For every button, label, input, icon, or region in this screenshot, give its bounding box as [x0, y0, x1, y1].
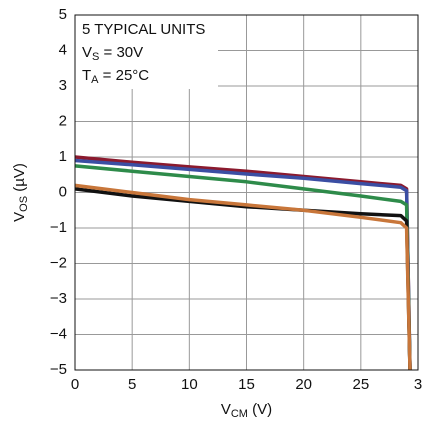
x-tick-label: 15 — [238, 376, 255, 393]
annotation-part: S — [92, 51, 99, 63]
y-tick-label: 2 — [59, 112, 67, 129]
y-tick-label: −2 — [50, 254, 67, 271]
x-axis-label: VCM (V) — [221, 401, 272, 420]
plot-frame — [74, 14, 419, 371]
series-line — [74, 164, 412, 371]
x-axis-label-part: V — [221, 401, 231, 418]
y-tick-label: 3 — [59, 77, 67, 94]
plot — [74, 155, 412, 371]
annotation-part: = 30V — [99, 44, 143, 61]
series-line — [74, 158, 412, 371]
annotation-box — [75, 15, 218, 89]
x-tick-label: 20 — [295, 376, 312, 393]
y-tick-label: −1 — [50, 219, 67, 236]
annotation: 5 TYPICAL UNITS — [82, 21, 205, 38]
y-tick-label: −4 — [50, 325, 67, 342]
y-tick-label: −5 — [50, 361, 67, 378]
y-axis-label-part: (µV) — [11, 163, 28, 196]
annotation-part: = 25°C — [99, 67, 150, 84]
x-axis-label-part: (V) — [248, 401, 272, 418]
y-axis-label-part: OS — [18, 196, 30, 212]
x-tick-label: 0 — [71, 376, 79, 393]
series-line — [74, 183, 412, 371]
y-tick-label: 1 — [59, 148, 67, 165]
y-axis-label-part: V — [11, 212, 28, 222]
annotation-part: T — [82, 67, 91, 84]
y-axis-label: VOS (µV) — [11, 163, 30, 222]
x-tick-label: 25 — [352, 376, 369, 393]
y-tick-label: 5 — [59, 6, 67, 23]
y-tick-label: 4 — [59, 41, 67, 58]
x-tick-label: 3 — [414, 376, 422, 393]
annotation-part: V — [82, 44, 92, 61]
annotation-part: A — [91, 74, 99, 86]
x-tick-label: 10 — [181, 376, 198, 393]
annotation: VS = 30V — [82, 44, 143, 63]
annotation: TA = 25°C — [82, 67, 149, 86]
x-axis-label-part: CM — [231, 408, 248, 420]
y-tick-label: −3 — [50, 290, 67, 307]
y-tick-label: 0 — [59, 183, 67, 200]
x-tick-label: 5 — [128, 376, 136, 393]
annotation-part: 5 TYPICAL UNITS — [82, 21, 205, 38]
